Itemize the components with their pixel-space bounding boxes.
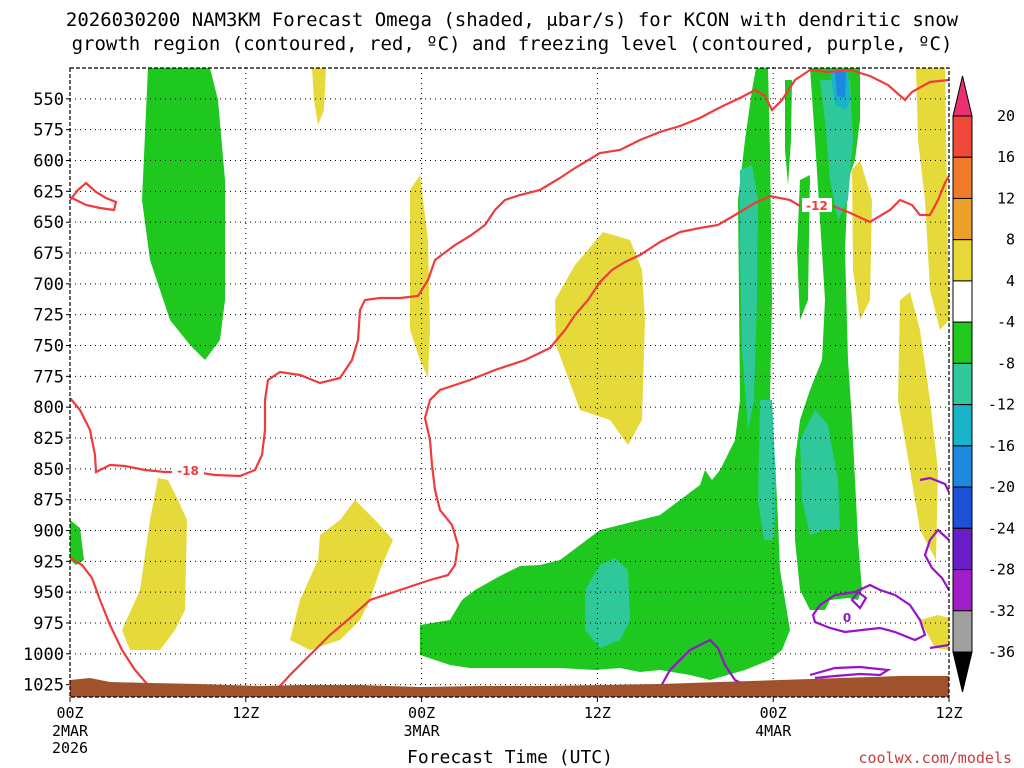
- colorbar-label: -20: [988, 478, 1015, 496]
- x-axis-title: Forecast Time (UTC): [407, 747, 613, 768]
- colorbar-label: 12: [997, 189, 1015, 207]
- y-tick-label: 650: [33, 213, 64, 233]
- y-tick-label: 925: [33, 552, 64, 572]
- colorbar-label: -28: [988, 561, 1015, 579]
- chart-title-line2: growth region (contoured, red, ºC) and f…: [72, 33, 953, 55]
- contour-label-minus18: -18: [177, 464, 199, 478]
- colorbar-segment: [952, 321, 973, 364]
- y-tick-label: 950: [33, 583, 64, 603]
- colorbar-segment: [952, 610, 973, 653]
- terrain-ground: [70, 676, 949, 697]
- x-tick-date: 2MAR: [52, 722, 89, 740]
- y-tick-label: 825: [33, 429, 64, 449]
- colorbar-segment: [952, 486, 973, 529]
- colorbar-segment: [952, 445, 973, 488]
- colorbar-label: -8: [997, 354, 1015, 372]
- y-tick-label: 1025: [23, 676, 64, 696]
- y-tick-label: 775: [33, 367, 64, 387]
- omega-positive-shading: [122, 68, 949, 650]
- omega-teal-shading: [585, 80, 853, 648]
- colorbar-segment: [952, 197, 973, 241]
- colorbar-segment: [952, 362, 973, 406]
- colorbar-segment: [952, 404, 973, 447]
- y-tick-label: 975: [33, 614, 64, 634]
- colorbar-segment: [952, 280, 973, 323]
- y-tick-label: 675: [33, 244, 64, 264]
- y-tick-label: 750: [33, 337, 64, 357]
- y-tick-label: 850: [33, 460, 64, 480]
- y-tick-label: 700: [33, 275, 64, 295]
- colorbar-label: 4: [1006, 272, 1015, 290]
- y-tick-label: 725: [33, 306, 64, 326]
- contour-label-minus12: -12: [806, 199, 828, 213]
- temperature-contours: [70, 68, 949, 697]
- y-tick-label: 600: [33, 152, 64, 172]
- y-tick-label: 1000: [23, 645, 64, 665]
- colorbar-label: -36: [988, 643, 1015, 661]
- colorbar-label: 16: [997, 148, 1015, 166]
- y-tick-label: 875: [33, 491, 64, 511]
- omega-blue-shading: [830, 70, 850, 110]
- colorbar-segment: [952, 239, 973, 282]
- y-tick-label: 575: [33, 121, 64, 141]
- colorbar-label: -4: [997, 313, 1015, 331]
- x-tick-label: 00Z: [408, 704, 435, 722]
- colorbar-label: -16: [988, 437, 1015, 455]
- colorbar-segment: [952, 115, 973, 158]
- x-tick-year: 2026: [52, 739, 88, 757]
- x-tick-label: 00Z: [56, 704, 83, 722]
- colorbar-label: -24: [988, 519, 1015, 537]
- x-tick-label: 12Z: [232, 704, 259, 722]
- freezing-level-contours: [654, 476, 949, 697]
- colorbar-top-arrow: [952, 75, 973, 117]
- chart-title-line1: 2026030200 NAM3KM Forecast Omega (shaded…: [66, 9, 959, 31]
- colorbar-bottom-arrow: [952, 651, 973, 693]
- y-axis-tick-labels: 550 575 600 625 650 675 700 725 750 775 800 825 850 8…: [23, 90, 70, 696]
- y-tick-label: 550: [33, 90, 64, 110]
- credit-text: coolwx.com/models: [858, 749, 1012, 767]
- colorbar-label: 8: [1006, 231, 1015, 249]
- colorbar-label: -32: [988, 602, 1015, 620]
- colorbar-segment: [952, 156, 973, 199]
- y-tick-label: 625: [33, 182, 64, 202]
- y-tick-label: 900: [33, 522, 64, 542]
- x-tick-date: 4MAR: [755, 722, 792, 740]
- colorbar-label: 20: [997, 107, 1015, 125]
- colorbar-segment: [952, 569, 973, 612]
- x-tick-label: 12Z: [935, 704, 962, 722]
- x-tick-date: 3MAR: [404, 722, 441, 740]
- colorbar-segment: [952, 527, 973, 571]
- colorbar-label: -12: [988, 396, 1015, 414]
- plot-border: [69, 67, 950, 698]
- contour-label-zero: 0: [843, 611, 851, 625]
- colorbar: 20 16 12 8 4 -4 -8 -12 -16 -20 -24 -28 -32 -36: [952, 75, 1015, 693]
- y-tick-label: 800: [33, 398, 64, 418]
- x-tick-label: 12Z: [584, 704, 611, 722]
- x-tick-label: 00Z: [760, 704, 787, 722]
